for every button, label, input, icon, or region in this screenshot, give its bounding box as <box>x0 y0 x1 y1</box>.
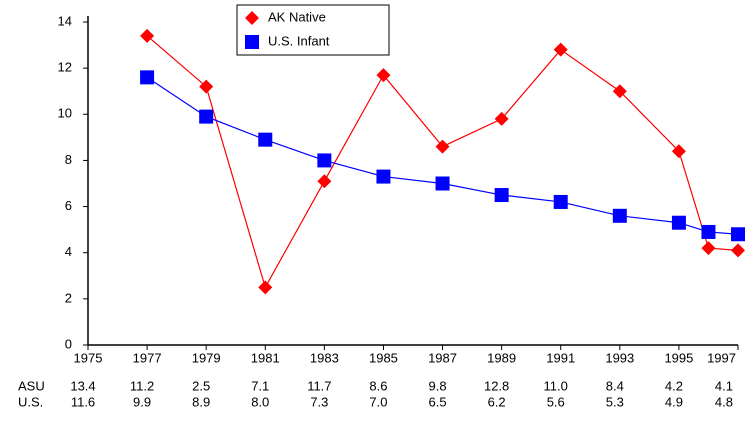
data-point <box>731 243 745 258</box>
y-tick-label: 0 <box>65 336 72 351</box>
table-cell: 4.1 <box>715 378 733 393</box>
y-tick-label: 8 <box>65 152 72 167</box>
table-cell: 8.0 <box>251 394 269 409</box>
x-tick-label: 1987 <box>428 350 457 365</box>
table-row-label: U.S. <box>18 394 43 409</box>
table-cell: 7.0 <box>369 394 387 409</box>
y-tick-label: 6 <box>65 198 72 213</box>
table-cell: 12.8 <box>484 378 509 393</box>
table-cell: 9.8 <box>429 378 447 393</box>
x-tick-label: 1977 <box>133 350 162 365</box>
data-point <box>435 139 450 154</box>
data-point <box>317 153 332 168</box>
table-cell: 8.4 <box>606 378 624 393</box>
table-cell: 11.2 <box>130 378 154 393</box>
data-point <box>701 224 716 239</box>
data-point <box>317 174 332 189</box>
legend-label: AK Native <box>268 9 326 24</box>
x-tick-label: 1985 <box>369 350 398 365</box>
x-tick-label: 1993 <box>605 350 634 365</box>
table-cell: 6.5 <box>429 394 447 409</box>
y-tick-label: 12 <box>58 60 72 75</box>
y-tick-label: 2 <box>65 290 72 305</box>
data-point <box>258 280 273 295</box>
x-tick-label: 1991 <box>546 350 575 365</box>
legend-box <box>236 4 390 56</box>
data-point <box>612 84 627 99</box>
data-point <box>671 215 686 230</box>
legend-marker <box>245 35 259 49</box>
data-point <box>199 109 214 124</box>
table-cell: 4.8 <box>715 394 733 409</box>
table-cell: 11.7 <box>307 378 331 393</box>
table-cell: 8.9 <box>192 394 210 409</box>
table-cell: 2.5 <box>192 378 210 393</box>
table-cell: 4.2 <box>665 378 683 393</box>
data-point <box>553 42 568 57</box>
table-cell: 5.3 <box>606 394 624 409</box>
data-point <box>140 28 155 43</box>
data-point <box>376 169 391 184</box>
data-point <box>376 68 391 83</box>
y-tick-label: 4 <box>65 244 72 259</box>
table-cell: 7.3 <box>310 394 328 409</box>
table-cell: 11.6 <box>71 394 95 409</box>
data-point <box>140 70 155 85</box>
legend-marker <box>245 11 259 25</box>
data-point <box>612 208 627 223</box>
table-cell: 8.6 <box>369 378 387 393</box>
data-point <box>435 176 450 191</box>
x-tick-label: 1983 <box>310 350 339 365</box>
x-tick-label: 1981 <box>251 350 280 365</box>
x-tick-label: 1975 <box>74 350 103 365</box>
data-point <box>494 188 509 203</box>
x-tick-label: 1989 <box>487 350 516 365</box>
data-point <box>199 79 214 94</box>
series-line <box>146 35 739 289</box>
data-point <box>731 227 745 242</box>
table-cell: 6.2 <box>488 394 506 409</box>
x-tick-label: 1979 <box>192 350 221 365</box>
table-row-label: ASU <box>18 378 45 393</box>
table-cell: 7.1 <box>251 378 269 393</box>
table-cell: 4.9 <box>665 394 683 409</box>
y-tick-label: 10 <box>58 106 72 121</box>
table-cell: 5.6 <box>547 394 565 409</box>
data-point <box>671 144 686 159</box>
table-cell: 13.4 <box>70 378 95 393</box>
x-tick-label: 1995 <box>664 350 693 365</box>
x-tick-label: 1997 <box>707 350 736 365</box>
table-cell: 9.9 <box>133 394 151 409</box>
series-line <box>146 76 739 235</box>
data-point <box>701 241 716 256</box>
legend-label: U.S. Infant <box>268 33 330 48</box>
data-point <box>258 132 273 147</box>
table-cell: 11.0 <box>544 378 568 393</box>
y-tick-label: 14 <box>58 13 72 28</box>
data-point <box>553 194 568 209</box>
data-point <box>494 111 509 126</box>
